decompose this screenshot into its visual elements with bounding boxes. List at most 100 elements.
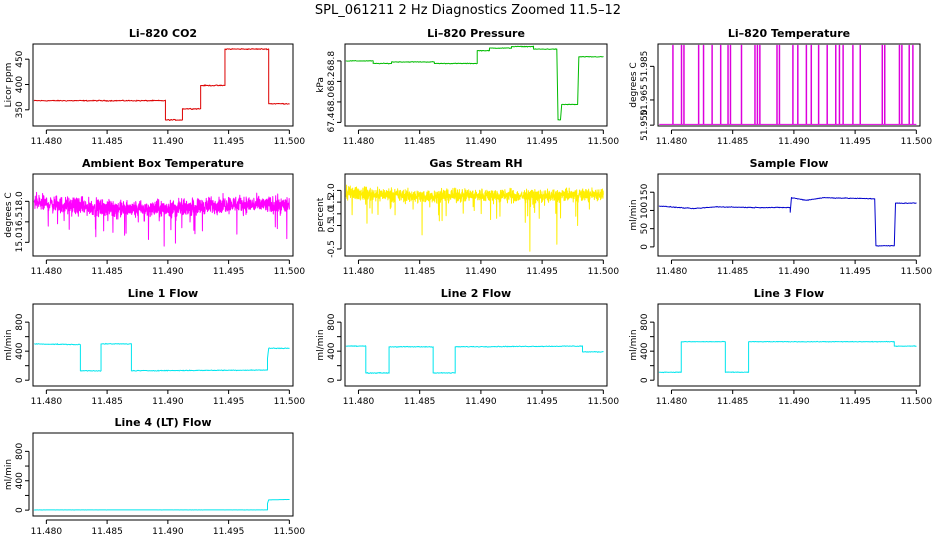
chart-panel: Line 3 Flow 11.480 11.485 11.490 11.495 11.50…: [629, 287, 932, 407]
plot-frame: [32, 432, 294, 517]
x-tick-label: 11.480: [343, 397, 375, 407]
y-axis-label: kPa: [316, 77, 326, 93]
x-tick-label: 11.490: [778, 397, 810, 407]
series-line: [33, 498, 290, 511]
x-tick-label: 11.495: [526, 397, 558, 407]
y-tick-label: 68.0: [327, 92, 337, 112]
y-tick-label: 400: [15, 342, 25, 359]
y-axis-label: Licor ppm: [4, 63, 14, 108]
y-tick-label: 68.8: [327, 51, 337, 71]
x-tick-label: 11.490: [152, 527, 184, 537]
y-axis-label: ml/min: [629, 329, 639, 360]
chart-panel: Li–820 Temperature 11.480 11.485 11.490 11.4…: [629, 27, 932, 147]
x-tick-label: 11.490: [152, 267, 184, 277]
chart-panel: Sample Flow 11.480 11.485 11.490 11.495 11.50…: [629, 157, 932, 277]
y-axis-label: degrees C: [629, 62, 639, 107]
plot-frame: [344, 43, 608, 127]
y-tick-label: 68.2: [327, 71, 337, 91]
x-tick-label: 11.490: [152, 137, 184, 147]
chart-title: Li–820 CO2: [129, 27, 197, 40]
x-tick-label: 11.495: [213, 527, 245, 537]
chart-panel: Line 2 Flow 11.480 11.485 11.490 11.495 11.50…: [316, 287, 619, 407]
plot-frame: [32, 173, 294, 257]
x-tick-label: 11.485: [717, 137, 749, 147]
y-tick-label: 350: [15, 101, 25, 118]
y-axis-label: percent: [316, 197, 326, 232]
chart-panel: Line 4 (LT) Flow 11.480 11.485 11.490 11.495…: [4, 416, 305, 537]
chart-panel: Ambient Box Temperature 11.480 11.485 11.49…: [4, 157, 305, 277]
panels: Li–820 CO2 11.480 11.485 11.490 11.495 11.500…: [4, 27, 932, 537]
x-tick-label: 11.490: [465, 137, 497, 147]
x-tick-label: 11.500: [274, 267, 306, 277]
y-axis-label: ml/min: [4, 459, 14, 490]
x-tick-label: 11.495: [213, 397, 245, 407]
x-tick-label: 11.495: [526, 137, 558, 147]
y-tick-label: 800: [15, 313, 25, 330]
chart-title: Li–820 Pressure: [427, 27, 525, 40]
y-tick-label: 0.5: [327, 218, 337, 232]
x-tick-label: 11.485: [91, 137, 123, 147]
chart-title: Gas Stream RH: [429, 157, 522, 170]
y-tick-label: 67.4: [327, 112, 337, 132]
series-line: [659, 44, 917, 125]
y-tick-label: 51.965: [640, 84, 650, 116]
x-tick-label: 11.490: [152, 397, 184, 407]
x-tick-label: 11.485: [91, 527, 123, 537]
x-tick-label: 11.495: [839, 397, 871, 407]
series-line: [345, 184, 604, 252]
y-tick-label: 0: [640, 377, 650, 383]
x-tick-label: 11.495: [526, 267, 558, 277]
y-tick-label: 1.0: [327, 206, 337, 221]
y-axis-label: degrees C: [4, 192, 14, 237]
x-tick-label: 11.485: [404, 397, 436, 407]
series-line: [345, 45, 604, 121]
x-tick-label: 11.485: [404, 137, 436, 147]
plot-frame: [344, 303, 608, 387]
y-tick-label: 400: [327, 342, 337, 359]
series-line: [658, 340, 917, 374]
y-axis-label: ml/min: [316, 329, 326, 360]
chart-title: Line 3 Flow: [754, 287, 824, 300]
y-tick-label: 0: [327, 377, 337, 383]
y-axis-label: ml/min: [4, 329, 14, 360]
plot-frame: [344, 173, 608, 257]
chart-panel: Li–820 Pressure 11.480 11.485 11.490 11.495 1…: [316, 27, 619, 147]
y-tick-label: 400: [15, 76, 25, 93]
x-tick-label: 11.495: [213, 137, 245, 147]
x-tick-label: 11.500: [901, 397, 933, 407]
y-tick-label: 150: [640, 183, 650, 200]
x-tick-label: 11.490: [465, 397, 497, 407]
chart-title: Line 1 Flow: [128, 287, 198, 300]
series-line: [33, 48, 290, 122]
chart-title: Li–820 Temperature: [728, 27, 850, 40]
series-line: [345, 345, 604, 374]
y-tick-label: 800: [640, 313, 650, 330]
x-tick-label: 11.480: [31, 397, 63, 407]
series-line: [33, 191, 290, 247]
y-tick-label: 400: [640, 342, 650, 359]
chart-title: Line 2 Flow: [441, 287, 511, 300]
y-tick-label: 0: [15, 377, 25, 383]
y-tick-label: 100: [640, 202, 650, 219]
x-tick-label: 11.480: [656, 397, 688, 407]
chart-title: Ambient Box Temperature: [82, 157, 244, 170]
x-tick-label: 11.480: [656, 267, 688, 277]
x-tick-label: 11.495: [839, 137, 871, 147]
plot-frame: [657, 173, 921, 257]
chart-panel: Gas Stream RH 11.480 11.485 11.490 11.495 11.…: [316, 157, 619, 277]
y-tick-label: 51.950: [640, 109, 650, 141]
x-tick-label: 11.500: [274, 137, 306, 147]
x-tick-label: 11.485: [717, 267, 749, 277]
x-tick-label: 11.495: [839, 267, 871, 277]
x-tick-label: 11.500: [588, 137, 620, 147]
y-axis-label: ml/min: [629, 199, 639, 230]
plot-frame: [657, 303, 921, 387]
plot-frame: [32, 303, 294, 387]
series-line: [658, 197, 917, 247]
y-tick-label: 2.0: [327, 183, 337, 198]
x-tick-label: 11.480: [31, 527, 63, 537]
y-tick-label: 15.0: [15, 232, 25, 252]
y-tick-label: 0: [15, 507, 25, 513]
plot-frame: [32, 43, 294, 127]
